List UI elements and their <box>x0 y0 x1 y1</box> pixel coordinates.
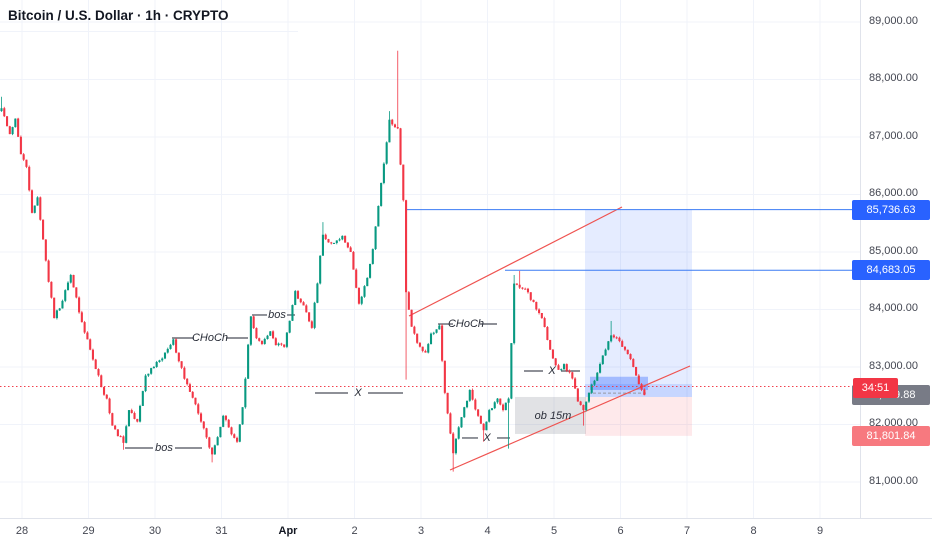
time-axis-label: 8 <box>750 525 757 537</box>
time-axis[interactable]: 28 29 30 31 Apr 2 3 4 5 6 7 8 9 <box>0 518 932 550</box>
price-axis-label: 88,000.00 <box>869 72 918 85</box>
annotation-label-x[interactable]: X <box>483 431 491 444</box>
annotation-label-choch[interactable]: CHoCh <box>447 318 485 330</box>
grid-lines <box>0 0 860 518</box>
price-axis-label: 86,000.00 <box>869 187 918 200</box>
price-level-badge: 85,736.63 <box>852 199 930 220</box>
trend-lines <box>408 206 691 471</box>
time-axis-label: 29 <box>82 525 95 537</box>
drawing-boxes <box>515 209 692 436</box>
time-axis-label: 6 <box>617 525 624 537</box>
price-axis-label: 81,000.00 <box>869 474 918 487</box>
time-axis-label: 4 <box>484 525 491 537</box>
time-axis-label: 2 <box>351 525 358 537</box>
annotation-label-x[interactable]: X <box>354 387 362 399</box>
time-axis-label: 30 <box>148 525 162 537</box>
price-level-badge: 84,683.05 <box>852 260 930 281</box>
low-level-badge: 81,801.84 <box>852 425 930 446</box>
price-axis-label: 85,000.00 <box>869 244 918 257</box>
annotation-label-ob-15m[interactable]: ob 15m <box>534 410 572 422</box>
time-axis-label: 9 <box>816 525 824 537</box>
time-axis-label: 31 <box>215 525 228 537</box>
candles <box>0 50 646 472</box>
symbol-title: Bitcoin / U.S. Dollar · 1h · CRYPTO <box>8 8 229 23</box>
title-underline <box>0 31 298 32</box>
annotation-label-bos[interactable]: bos <box>155 441 173 454</box>
price-axis-label: 84,000.00 <box>869 302 918 315</box>
price-axis-label: 83,000.00 <box>869 359 918 372</box>
price-axis-label: 89,000.00 <box>869 14 918 27</box>
price-axis[interactable]: 89,000.00 88,000.00 87,000.00 86,000.00 85,0… <box>860 0 932 518</box>
time-axis-label: Apr <box>278 525 298 537</box>
time-axis-label: 3 <box>417 525 425 537</box>
annotation-lines <box>125 314 580 449</box>
bar-countdown-badge: 34:51 <box>853 378 898 398</box>
annotation-label-choch[interactable]: CHoCh <box>191 331 229 344</box>
annotation-label-bos[interactable]: bos <box>268 308 286 321</box>
time-axis-label: 5 <box>550 525 558 537</box>
price-axis-label: 87,000.00 <box>869 129 918 142</box>
trend-line[interactable] <box>449 365 691 471</box>
trend-line[interactable] <box>408 206 623 317</box>
time-axis-label: 28 <box>15 525 29 537</box>
time-axis-label: 7 <box>683 525 691 537</box>
level-lines <box>405 209 862 271</box>
annotation-label-x[interactable]: X <box>548 364 556 377</box>
